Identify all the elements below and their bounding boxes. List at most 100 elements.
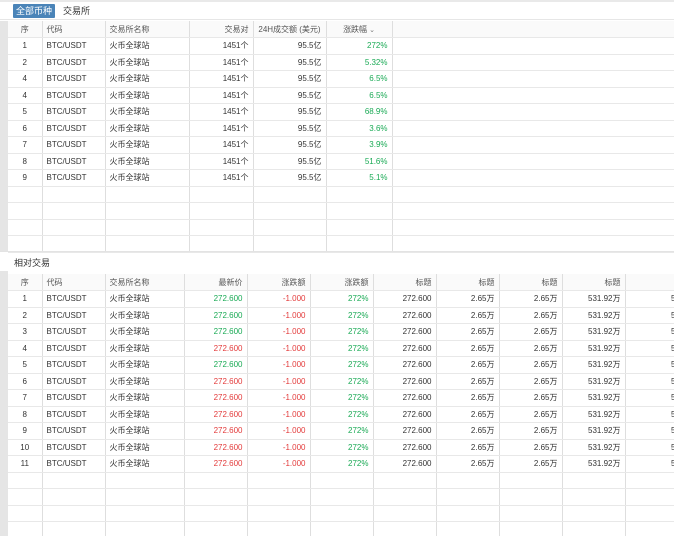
row-exchange: 火币全球站: [105, 406, 185, 423]
col-header-title-4[interactable]: 标题: [562, 274, 626, 291]
tab-exchanges[interactable]: 交易所: [63, 6, 91, 16]
table-row[interactable]: 9 BTC/USDT 火币全球站 1451个 95.5亿 5.1%: [8, 169, 674, 187]
empty-cell: [105, 472, 185, 489]
empty-cell: [392, 235, 674, 253]
col-header-change-amount-2[interactable]: 涨跌额: [310, 274, 374, 291]
row-index: 6: [8, 120, 43, 137]
col-header-index[interactable]: 序: [8, 274, 43, 291]
col-header-code[interactable]: 代码: [42, 274, 106, 291]
row-exchange: 火币全球站: [105, 422, 185, 440]
empty-cell: [8, 202, 43, 220]
col-header-change-amount[interactable]: 涨跌额: [247, 274, 311, 291]
empty-cell: [499, 521, 563, 536]
relative-trades-table: 序 代码 交易所名称 最新价 涨跌额 涨跌额 标题 标题 标题 标题 标题 1B…: [8, 274, 674, 536]
row-latest-price: 272.600: [184, 455, 248, 473]
row-change: 6.5%: [326, 87, 393, 104]
empty-cell: [42, 219, 106, 236]
row-change-amount: -1.000: [247, 307, 311, 324]
empty-cell: [373, 472, 437, 489]
table-row[interactable]: 6 BTC/USDT 火币全球站 272.600 -1.000 272% 272.600 2.…: [8, 373, 674, 390]
row-pairs: 1451个: [189, 153, 254, 170]
col-header-title-2[interactable]: 标题: [436, 274, 500, 291]
col-header-volume[interactable]: 24H成交额 (美元): [253, 21, 327, 38]
empty-cell: [8, 488, 43, 506]
table-row[interactable]: 4 BTC/USDT 火币全球站 1451个 95.5亿 6.5%: [8, 87, 674, 104]
row-code: BTC/USDT: [42, 340, 106, 357]
table-row[interactable]: 2 BTC/USDT 火币全球站 1451个 95.5亿 5.32%: [8, 54, 674, 71]
table-row[interactable]: 3 BTC/USDT 火币全球站 272.600 -1.000 272% 272.600 2.…: [8, 323, 674, 341]
table-row[interactable]: 6 BTC/USDT 火币全球站 1451个 95.5亿 3.6%: [8, 120, 674, 137]
row-change-amount: -1.000: [247, 422, 311, 440]
row-title-3: 2.65万: [499, 323, 563, 341]
row-title-4: 531.92万: [562, 373, 626, 390]
table-row[interactable]: 1 BTC/USDT 火币全球站 1451个 95.5亿 272%: [8, 37, 674, 55]
row-title-1: 272.600: [373, 340, 437, 357]
table-row[interactable]: 5 BTC/USDT 火币全球站 1451个 95.5亿 68.9%: [8, 103, 674, 121]
table-row[interactable]: 1 BTC/USDT 火币全球站 272.600 -1.000 272% 272.600 2.…: [8, 290, 674, 308]
table-row[interactable]: 5 BTC/USDT 火币全球站 272.600 -1.000 272% 272.600 2.…: [8, 356, 674, 374]
row-change-percent: 272%: [310, 340, 374, 357]
col-header-index[interactable]: 序: [8, 21, 43, 38]
row-title-1: 272.600: [373, 389, 437, 407]
table-row[interactable]: 9 BTC/USDT 火币全球站 272.600 -1.000 272% 272.600 2.…: [8, 422, 674, 440]
section-divider: [0, 251, 674, 252]
empty-cell: [189, 235, 254, 253]
empty-cell: [253, 235, 327, 253]
row-volume: 95.5亿: [253, 136, 327, 154]
tab-all-coins[interactable]: 全部币种: [13, 4, 56, 18]
row-pairs: 1451个: [189, 87, 254, 104]
row-pairs: 1451个: [189, 37, 254, 55]
row-exchange: 火币全球站: [105, 87, 190, 104]
row-code: BTC/USDT: [42, 422, 106, 440]
empty-row: [8, 186, 674, 203]
empty-cell: [392, 202, 674, 220]
row-change: 68.9%: [326, 103, 393, 121]
empty-cell: [247, 505, 311, 522]
row-latest-price: 272.600: [184, 389, 248, 407]
empty-cell: [436, 472, 500, 489]
row-pairs: 1451个: [189, 70, 254, 88]
table-row[interactable]: 11 BTC/USDT 火币全球站 272.600 -1.000 272% 272.600 2…: [8, 455, 674, 473]
col-header-latest-price[interactable]: 最新价: [184, 274, 248, 291]
row-code: BTC/USDT: [42, 136, 106, 154]
chevron-down-icon[interactable]: ⌄: [369, 26, 375, 34]
empty-cell: [326, 202, 393, 220]
row-title-4: 531.92万: [562, 406, 626, 423]
row-pairs: 1451个: [189, 136, 254, 154]
row-change-amount: -1.000: [247, 389, 311, 407]
table-row[interactable]: 8 BTC/USDT 火币全球站 1451个 95.5亿 51.6%: [8, 153, 674, 170]
empty-cell: [625, 505, 674, 522]
table-row[interactable]: 4 BTC/USDT 火币全球站 272.600 -1.000 272% 272.600 2.…: [8, 340, 674, 357]
row-index: 6: [8, 373, 43, 390]
col-header-exchange[interactable]: 交易所名称: [105, 274, 185, 291]
col-header-title-5[interactable]: 标题: [625, 274, 674, 291]
row-filler: [392, 70, 674, 88]
row-code: BTC/USDT: [42, 87, 106, 104]
col-header-exchange[interactable]: 交易所名称: [105, 21, 190, 38]
empty-cell: [247, 521, 311, 536]
table-row[interactable]: 8 BTC/USDT 火币全球站 272.600 -1.000 272% 272.600 2.…: [8, 406, 674, 423]
table-row[interactable]: 10 BTC/USDT 火币全球站 272.600 -1.000 272% 272.600 2…: [8, 439, 674, 456]
table-row[interactable]: 7 BTC/USDT 火币全球站 1451个 95.5亿 3.9%: [8, 136, 674, 154]
row-code: BTC/USDT: [42, 54, 106, 71]
col-header-code[interactable]: 代码: [42, 21, 106, 38]
row-change: 5.32%: [326, 54, 393, 71]
col-header-pairs[interactable]: 交易对: [189, 21, 254, 38]
col-header-title-3[interactable]: 标题: [499, 274, 563, 291]
row-title-3: 2.65万: [499, 439, 563, 456]
col-header-change[interactable]: 涨跌幅 ⌄: [326, 21, 393, 38]
row-title-5: 531.92万: [625, 323, 674, 341]
table-row[interactable]: 7 BTC/USDT 火币全球站 272.600 -1.000 272% 272.600 2.…: [8, 389, 674, 407]
row-title-2: 2.65万: [436, 356, 500, 374]
empty-cell: [105, 186, 190, 203]
row-index: 2: [8, 54, 43, 71]
row-exchange: 火币全球站: [105, 37, 190, 55]
row-change: 5.1%: [326, 169, 393, 187]
row-index: 7: [8, 136, 43, 154]
row-index: 5: [8, 103, 43, 121]
col-header-title-1[interactable]: 标题: [373, 274, 437, 291]
table-row[interactable]: 2 BTC/USDT 火币全球站 272.600 -1.000 272% 272.600 2.…: [8, 307, 674, 324]
row-index: 1: [8, 290, 43, 308]
table-row[interactable]: 4 BTC/USDT 火币全球站 1451个 95.5亿 6.5%: [8, 70, 674, 88]
row-title-5: 531.92万: [625, 389, 674, 407]
